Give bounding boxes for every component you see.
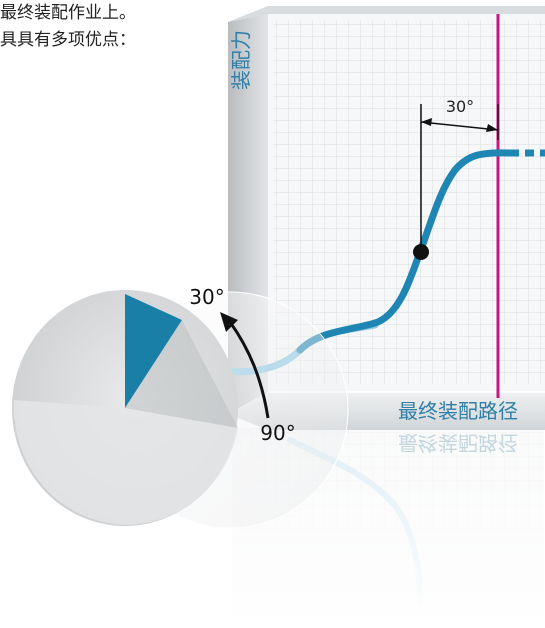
rotation-arrow: [228, 321, 270, 419]
intro-text: 最终装配作业上。 具具有多项优点：: [0, 0, 230, 54]
intro-line-1: 最终装配作业上。: [0, 3, 136, 23]
rotation-dial: [12, 290, 238, 526]
dial-base-label: 90°: [260, 421, 295, 445]
arrowhead-left: [421, 118, 432, 126]
y-axis-label: 装配力: [229, 30, 253, 90]
rotation-arrowhead: [220, 312, 238, 332]
x-axis-label-reflection: 最终装配路径: [398, 431, 518, 455]
arrowhead-right: [486, 124, 498, 132]
measurement-point: [413, 244, 429, 260]
intro-line-2: 具具有多项优点：: [0, 30, 136, 50]
dial-shade: [125, 320, 238, 428]
panel-grid: [274, 20, 545, 384]
angle-interval-arrow: [420, 121, 499, 131]
x-axis-label: 最终装配路径: [398, 399, 518, 423]
dial-sector: [125, 294, 182, 408]
dial-lower-half: [13, 400, 238, 525]
dial-angle-label: 30°: [189, 285, 224, 309]
floor-reflection: [232, 428, 544, 628]
angle-interval-label: 30°: [446, 97, 474, 116]
